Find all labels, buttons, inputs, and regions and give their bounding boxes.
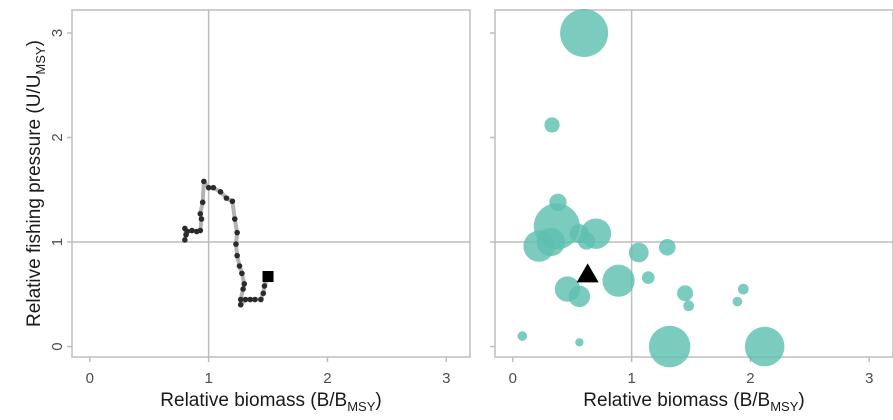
trajectory-point bbox=[241, 281, 248, 287]
bubble-point bbox=[577, 232, 596, 250]
trajectory-point bbox=[231, 216, 238, 222]
y-axis-title-subscript: MSY bbox=[33, 46, 48, 75]
bubble-point bbox=[744, 326, 785, 367]
trajectory-point bbox=[182, 237, 188, 243]
trajectory-point bbox=[234, 229, 240, 236]
bubble-point bbox=[602, 264, 635, 297]
trajectory-point bbox=[247, 296, 254, 303]
bubble-point bbox=[575, 338, 584, 347]
trajectory-point bbox=[217, 189, 224, 195]
trajectory-point bbox=[229, 198, 236, 205]
x-tick-label: 1 bbox=[204, 370, 212, 387]
x-axis-title: Relative biomass (B/BMSY) bbox=[583, 390, 804, 414]
x-axis-title-main: Relative biomass (B/B bbox=[160, 390, 347, 411]
triangle-marker bbox=[576, 263, 599, 283]
x-axis-title-close: ) bbox=[798, 390, 804, 411]
y-axis-title-close: ) bbox=[24, 40, 45, 46]
end-square-marker bbox=[262, 271, 274, 283]
bubble-point bbox=[641, 271, 655, 284]
y-tick-label: 3 bbox=[49, 29, 66, 37]
bubble-point bbox=[568, 285, 591, 308]
x-axis-title-main: Relative biomass (B/B bbox=[583, 390, 770, 411]
trajectory-point bbox=[240, 286, 246, 292]
panel-border bbox=[494, 9, 893, 358]
bubble-point bbox=[732, 296, 743, 307]
x-tick-label: 0 bbox=[86, 370, 94, 387]
trajectory-point bbox=[252, 296, 258, 303]
trajectory-point bbox=[210, 184, 217, 191]
y-axis-title-main: Relative fishing pressure (U/U bbox=[24, 75, 45, 327]
bubble-point bbox=[560, 8, 609, 57]
trajectory-point bbox=[234, 252, 240, 259]
bubble-point bbox=[677, 285, 694, 302]
trajectory-point bbox=[189, 227, 195, 234]
bubble-point bbox=[549, 193, 567, 211]
y-tick-label: 1 bbox=[49, 238, 66, 246]
y-axis-title: Relative fishing pressure (U/UMSY) bbox=[24, 40, 48, 327]
bubble-point bbox=[683, 300, 695, 312]
trajectory-point bbox=[197, 211, 204, 217]
bubble-point bbox=[648, 325, 691, 368]
x-axis-title: Relative biomass (B/BMSY) bbox=[160, 390, 381, 414]
trajectory-point bbox=[199, 199, 206, 206]
bubble-point bbox=[628, 242, 649, 263]
x-axis-title-subscript: MSY bbox=[770, 399, 799, 414]
bubble-point bbox=[536, 227, 566, 257]
y-tick-label: 2 bbox=[49, 133, 66, 141]
x-tick-label: 3 bbox=[865, 370, 873, 387]
bubble-point bbox=[658, 238, 676, 256]
bubble-point bbox=[737, 283, 749, 295]
x-tick-label: 2 bbox=[746, 370, 754, 387]
x-axis-title-subscript: MSY bbox=[347, 399, 376, 414]
trajectory-point bbox=[260, 290, 267, 297]
trajectory-point bbox=[198, 216, 205, 222]
trajectory-point bbox=[223, 195, 230, 201]
x-tick-label: 1 bbox=[627, 370, 635, 387]
bubble-point bbox=[544, 117, 560, 133]
trajectory-point bbox=[237, 296, 244, 303]
x-tick-label: 2 bbox=[323, 370, 331, 387]
trajectory-point bbox=[237, 301, 244, 308]
trajectory-point bbox=[233, 241, 239, 247]
trajectory-point bbox=[197, 227, 204, 234]
trajectory-point bbox=[201, 178, 207, 185]
x-tick-label: 3 bbox=[442, 370, 450, 387]
trajectory-point bbox=[236, 263, 243, 269]
x-axis-title-close: ) bbox=[375, 390, 381, 411]
panel-border bbox=[71, 9, 471, 358]
trajectory-point bbox=[258, 296, 264, 303]
trajectory-point bbox=[184, 228, 191, 235]
bubble-point bbox=[517, 331, 528, 341]
trajectory-point bbox=[242, 296, 249, 303]
x-tick-label: 0 bbox=[509, 370, 517, 387]
trajectory-point bbox=[205, 184, 212, 191]
trajectory-point bbox=[261, 283, 268, 289]
trajectory-point bbox=[239, 270, 245, 277]
y-tick-label: 0 bbox=[49, 342, 66, 350]
